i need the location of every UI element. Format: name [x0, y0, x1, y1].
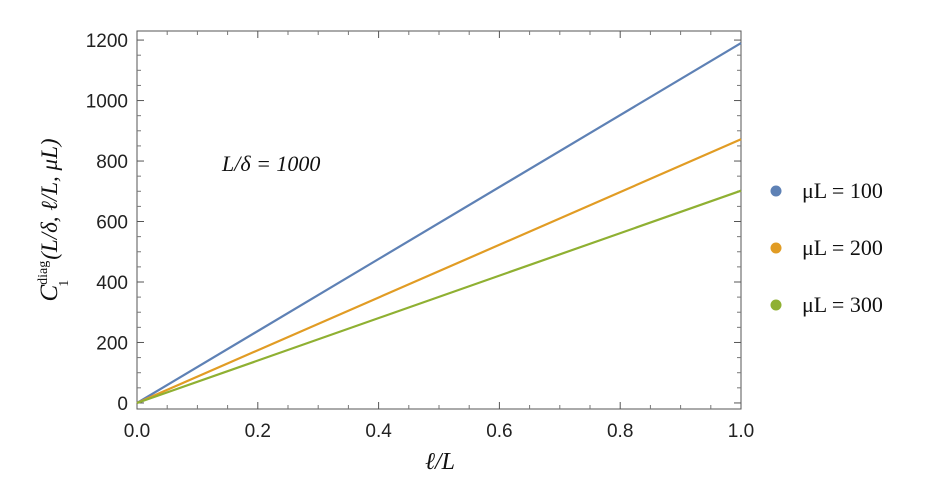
legend-label-3: μL = 300: [802, 292, 883, 317]
legend: μL = 100 μL = 200 μL = 300: [770, 178, 883, 317]
legend-marker-3: [770, 299, 782, 311]
y-axis-label-subscript: 1: [57, 280, 72, 287]
legend-label-1: μL = 100: [802, 178, 883, 203]
plot-frame: [136, 30, 742, 410]
y-axis-label: Cdiag 1 (L/δ, ℓ/L, μL): [36, 138, 72, 301]
series-line-2: [136, 138, 742, 405]
series-line-3: [136, 189, 742, 405]
x-tick-label: 0.8: [607, 421, 633, 442]
legend-label-2: μL = 200: [802, 235, 883, 260]
y-axis-label-args: (L/δ, ℓ/L, μL): [37, 138, 62, 259]
series-layer: [136, 42, 742, 405]
legend-marker-2: [770, 242, 782, 254]
y-axis-label-superscript: diag: [36, 261, 51, 285]
x-tick-label: 1.0: [728, 421, 754, 442]
x-axis-ticks: 0.0 0.2 0.4 0.6 0.8 1.0: [124, 31, 754, 442]
y-tick-label: 200: [96, 333, 128, 354]
y-tick-label: 1000: [86, 92, 128, 113]
y-tick-label: 600: [96, 213, 128, 234]
x-axis-label: ℓ/L: [425, 449, 455, 475]
y-tick-label: 400: [96, 273, 128, 294]
x-tick-label: 0.4: [365, 421, 392, 442]
y-tick-label: 0: [117, 394, 128, 415]
x-tick-label: 0.2: [245, 421, 271, 442]
y-axis-ticks: 0 200 400 600 800 1000 1200: [86, 31, 741, 415]
y-tick-label: 800: [96, 152, 128, 173]
x-tick-label: 0.6: [486, 421, 512, 442]
legend-marker-1: [770, 185, 782, 197]
parameter-annotation: L/δ = 1000: [221, 151, 320, 176]
x-tick-label: 0.0: [124, 421, 150, 442]
y-axis-label-base: C: [36, 285, 63, 302]
y-tick-label: 1200: [86, 31, 128, 52]
series-line-1: [136, 42, 742, 404]
